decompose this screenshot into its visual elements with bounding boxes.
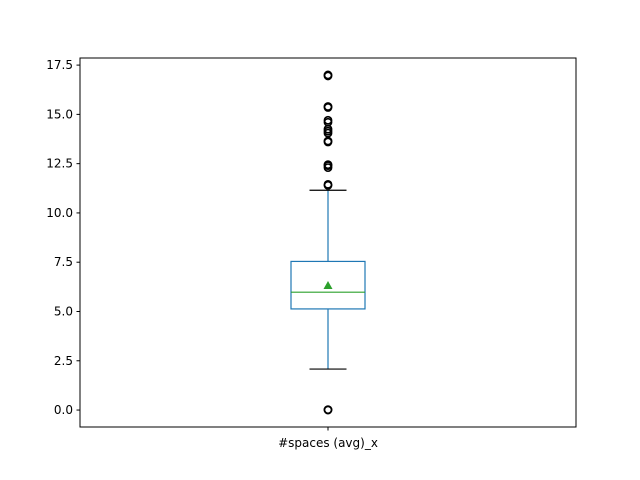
- y-tick-label: 0.0: [54, 403, 73, 417]
- y-axis: 0.0 2.5 5.0 7.5 10.0 12.5 15.0 17.5: [46, 58, 80, 417]
- y-tick-label: 17.5: [46, 58, 73, 72]
- plot-layer: [290, 70, 366, 415]
- x-axis: #spaces (avg)_x: [278, 427, 378, 450]
- outlier-point: [323, 115, 333, 125]
- outlier-point: [323, 179, 333, 189]
- mean-marker: [323, 280, 333, 289]
- outlier-point: [323, 70, 333, 80]
- y-tick-label: 2.5: [54, 354, 73, 368]
- outlier-point: [323, 405, 333, 415]
- outlier-point: [323, 102, 333, 111]
- box-iqr: [290, 260, 366, 310]
- outlier-point: [323, 160, 333, 170]
- y-tick-label: 5.0: [54, 304, 73, 318]
- y-tick-label: 12.5: [46, 157, 73, 171]
- plot-frame: [79, 57, 577, 428]
- x-tick-label: #spaces (avg)_x: [278, 436, 378, 450]
- y-tick-label: 15.0: [46, 107, 73, 121]
- y-tick-label: 7.5: [54, 255, 73, 269]
- y-tick-label: 10.0: [46, 206, 73, 220]
